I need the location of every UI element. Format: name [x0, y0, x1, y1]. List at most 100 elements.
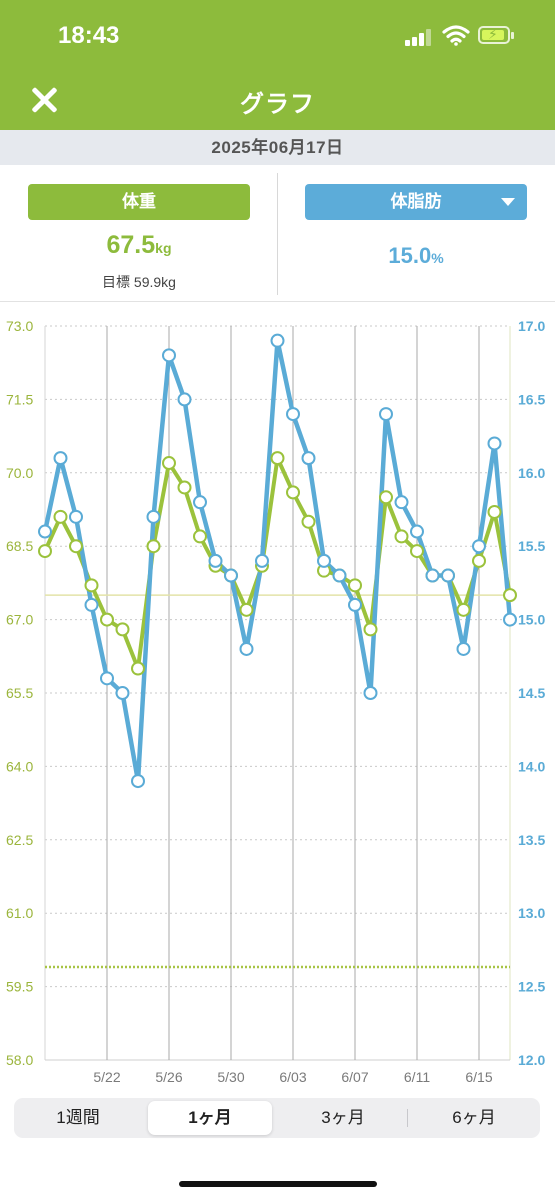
body-fat-data-point [224, 568, 238, 583]
weight-data-point [69, 539, 83, 554]
weight-number: 67.5 [106, 231, 156, 259]
body-fat-data-point [270, 333, 285, 348]
weight-data-point [456, 602, 471, 617]
y-right-tick-label: 13.0 [518, 905, 545, 921]
body-fat-data-point [317, 553, 331, 568]
x-tick-label: 5/26 [155, 1069, 182, 1085]
body-fat-data-point [69, 509, 83, 524]
weight-data-point [363, 622, 378, 637]
metrics-panel: 体重 67.5kg 目標 59.9kg 体脂肪 15.0% [0, 165, 555, 302]
body-fat-data-point [379, 407, 393, 422]
body-fat-data-point [131, 774, 145, 789]
body-fat-data-point [410, 524, 424, 539]
body-fat-data-point [487, 436, 502, 451]
body-fat-series-line [42, 338, 513, 784]
y-left-tick-label: 62.5 [6, 832, 33, 848]
weight-data-point [146, 539, 161, 554]
body-fat-data-point [441, 568, 455, 583]
body-fat-data-point [239, 641, 254, 656]
x-tick-label: 5/30 [217, 1069, 244, 1085]
weight-unit: kg [155, 240, 172, 256]
x-tick-label: 6/15 [465, 1069, 492, 1085]
body-fat-data-point [208, 553, 223, 568]
weight-data-point [115, 622, 130, 637]
body-fat-label: 体脂肪 [390, 192, 442, 211]
body-fat-dropdown[interactable]: 体脂肪 [305, 184, 527, 220]
status-bar: 18:43 ⚡ [0, 0, 555, 70]
body-fat-data-point [38, 524, 52, 539]
body-fat-data-point [456, 641, 471, 656]
weight-data-point [487, 504, 502, 519]
y-left-tick-label: 71.5 [6, 391, 33, 407]
body-fat-data-point [332, 568, 347, 583]
body-fat-data-point [146, 509, 161, 524]
weight-data-point [286, 485, 300, 500]
weight-value: 67.5kg [28, 231, 250, 260]
tab-1-week[interactable]: 1週間 [56, 1108, 100, 1127]
weight-data-point [379, 490, 393, 505]
weight-data-point [472, 553, 486, 568]
wifi-icon [442, 25, 470, 46]
body-fat-unit: % [431, 250, 444, 266]
body-fat-data-point [177, 392, 192, 407]
tab-1-month[interactable]: 1ヶ月 [148, 1101, 272, 1135]
body-fat-data-point [363, 686, 378, 700]
cellular-signal-icon [405, 28, 435, 46]
tab-3-months[interactable]: 3ヶ月 [321, 1108, 365, 1127]
y-left-tick-label: 65.5 [6, 685, 33, 701]
weight-fat-chart: 73.0 17.0 71.5 16.5 70.0 16.0 68.5 15.5 67.0 15.0… [6, 318, 545, 1085]
weight-data-point [239, 602, 254, 617]
y-left-tick-label: 68.5 [6, 538, 33, 554]
weight-data-point [177, 480, 192, 495]
body-fat-data-point [53, 451, 68, 466]
y-left-tick-label: 61.0 [6, 905, 33, 921]
body-fat-data-point [472, 539, 486, 554]
y-right-tick-label: 14.0 [518, 758, 545, 774]
body-fat-data-point [348, 597, 362, 612]
y-right-tick-label: 15.5 [518, 538, 545, 554]
date-label: 2025年06月17日 [0, 130, 555, 165]
weight-data-point [301, 514, 316, 529]
weight-data-point [348, 578, 362, 593]
page-title: グラフ [240, 91, 315, 118]
weight-data-point [270, 451, 285, 466]
body-fat-value: 15.0% [305, 243, 527, 269]
body-fat-data-point [255, 553, 269, 568]
body-fat-data-point [84, 597, 99, 612]
y-left-tick-label: 59.5 [6, 979, 33, 995]
weight-goal: 目標 59.9kg [102, 274, 176, 290]
weight-data-point [131, 661, 145, 676]
weight-data-point [162, 456, 176, 471]
metrics-divider [277, 173, 278, 295]
weight-data-point [410, 544, 424, 559]
y-left-tick-label: 73.0 [6, 318, 33, 334]
weight-series-line [43, 456, 512, 671]
weight-button[interactable]: 体重 [28, 184, 250, 220]
body-fat-data-point [115, 686, 130, 700]
x-tick-label: 6/07 [341, 1069, 368, 1085]
x-tick-label: 6/03 [279, 1069, 306, 1085]
y-right-tick-label: 16.5 [518, 391, 545, 407]
y-right-tick-label: 13.5 [518, 832, 545, 848]
body-fat-data-point [193, 495, 207, 510]
body-fat-data-point [425, 568, 440, 583]
y-right-tick-label: 14.5 [518, 685, 545, 701]
y-right-tick-label: 17.0 [518, 318, 545, 334]
y-right-tick-label: 16.0 [518, 465, 545, 481]
segment-divider [407, 1109, 408, 1127]
x-tick-label: 5/22 [93, 1069, 120, 1085]
tab-6-months[interactable]: 6ヶ月 [452, 1108, 496, 1127]
y-left-tick-label: 67.0 [6, 612, 33, 628]
body-fat-data-point [162, 348, 176, 363]
weight-data-point [503, 588, 517, 603]
status-time: 18:43 [58, 22, 120, 49]
battery-charging-icon: ⚡ [478, 26, 514, 44]
body-fat-data-point [301, 451, 316, 466]
caret-down-icon [501, 198, 515, 206]
home-indicator [179, 1181, 377, 1187]
weight-data-point [84, 578, 99, 593]
body-fat-data-point [394, 495, 409, 510]
weight-data-point [394, 529, 409, 544]
y-left-tick-label: 70.0 [6, 465, 33, 481]
weight-data-point [38, 544, 52, 559]
